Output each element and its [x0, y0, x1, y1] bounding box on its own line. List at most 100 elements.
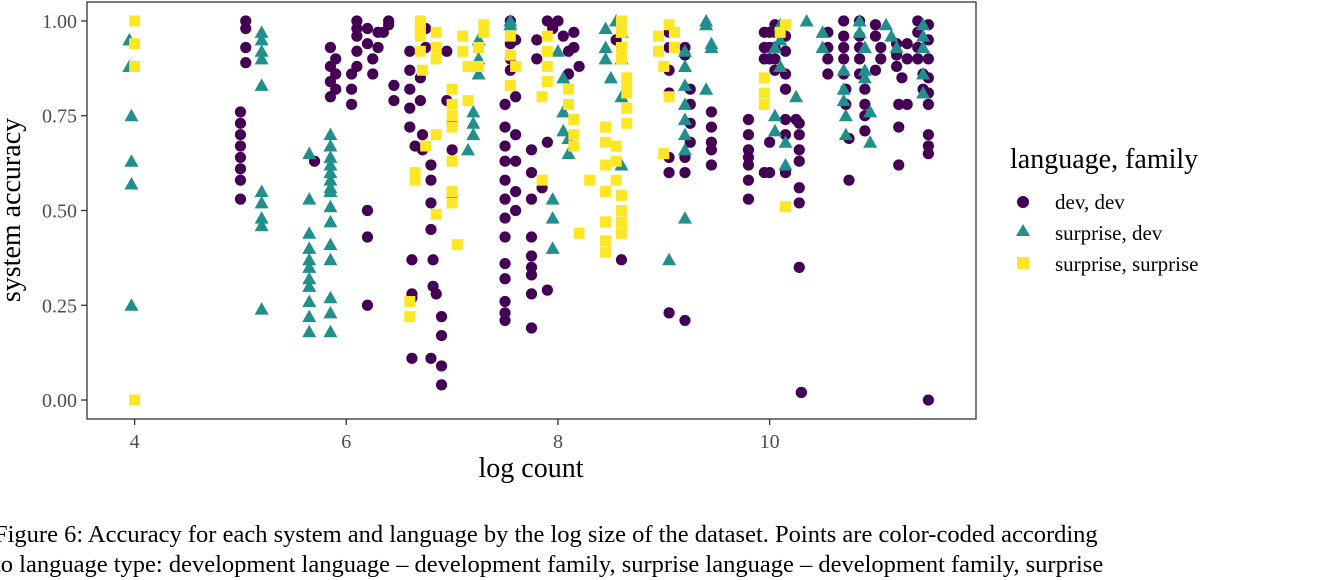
- data-point-square: [420, 140, 432, 152]
- data-point-square: [430, 41, 442, 53]
- data-point-circle: [859, 125, 871, 137]
- data-point-square: [409, 167, 421, 179]
- data-point-circle: [435, 379, 448, 391]
- data-point-square: [446, 186, 458, 198]
- data-point-square: [414, 23, 426, 35]
- data-point-circle: [499, 295, 511, 308]
- data-point-square: [573, 227, 585, 239]
- data-point-triangle: [916, 17, 931, 31]
- data-point-triangle: [677, 127, 692, 141]
- data-point-triangle: [836, 93, 851, 107]
- data-point-circle: [388, 94, 400, 107]
- data-point-circle: [234, 163, 247, 175]
- data-point-square: [621, 79, 633, 91]
- data-point-square: [563, 83, 575, 95]
- data-point-square: [446, 83, 458, 95]
- data-point-square: [615, 53, 627, 65]
- legend-key-dev-dev: [1017, 196, 1029, 208]
- data-point-circle: [240, 22, 252, 35]
- data-point-square: [404, 311, 416, 323]
- data-point-triangle: [302, 252, 317, 266]
- data-point-circle: [679, 166, 691, 179]
- data-point-square: [473, 41, 485, 53]
- data-point-triangle: [838, 108, 853, 122]
- data-point-square: [129, 60, 141, 72]
- data-point-circle: [912, 53, 924, 65]
- x-axis-title: log count: [479, 453, 584, 484]
- data-point-square: [610, 140, 622, 152]
- data-point-square: [615, 205, 627, 216]
- data-point-circle: [822, 68, 834, 80]
- data-point-circle: [404, 64, 416, 76]
- data-point-square: [621, 72, 633, 84]
- data-point-circle: [853, 53, 866, 65]
- data-point-circle: [705, 144, 718, 156]
- data-point-circle: [822, 53, 834, 65]
- data-point-triangle: [838, 127, 853, 141]
- data-point-circle: [404, 102, 416, 114]
- data-point-circle: [234, 140, 247, 152]
- x-tick-label: 10: [760, 431, 780, 453]
- y-tick-label: 0.00: [42, 390, 77, 412]
- data-point-triangle: [598, 51, 613, 65]
- data-point-square: [563, 98, 575, 110]
- data-point-circle: [793, 129, 805, 141]
- y-tick-label: 0.75: [42, 106, 77, 128]
- data-point-square: [504, 49, 516, 61]
- data-point-triangle: [545, 192, 560, 205]
- data-point-triangle: [323, 237, 338, 251]
- data-point-triangle: [124, 176, 139, 190]
- data-point-triangle: [884, 29, 899, 42]
- data-point-circle: [499, 273, 511, 285]
- data-point-triangle: [789, 89, 804, 103]
- data-point-circle: [427, 254, 439, 266]
- data-point-circle: [525, 166, 538, 179]
- x-axis: 4 6 8 10: [130, 419, 780, 453]
- data-point-circle: [901, 98, 913, 110]
- data-point-circle: [361, 299, 374, 311]
- data-point-triangle: [778, 158, 793, 171]
- data-point-circle: [769, 53, 781, 65]
- data-point-square: [446, 197, 458, 209]
- legend-title: language, family: [1010, 144, 1198, 175]
- data-point-square: [451, 239, 463, 251]
- data-point-circle: [793, 155, 805, 167]
- data-point-square: [414, 30, 426, 42]
- data-point-square: [541, 76, 553, 88]
- data-point-triangle: [767, 40, 782, 53]
- data-point-circle: [663, 307, 675, 319]
- data-point-square: [621, 87, 633, 99]
- data-point-circle: [361, 204, 374, 217]
- data-point-triangle: [778, 135, 793, 148]
- legend-label-dev-dev: dev, dev: [1055, 190, 1125, 214]
- data-point-square: [416, 64, 428, 76]
- data-point-square: [663, 19, 675, 31]
- data-point-triangle: [677, 211, 692, 224]
- data-point-triangle: [677, 44, 692, 57]
- data-point-triangle: [124, 108, 139, 122]
- data-point-triangle: [815, 40, 830, 53]
- data-point-circle: [234, 129, 247, 141]
- data-point-circle: [425, 197, 437, 209]
- data-point-square: [462, 95, 474, 107]
- data-point-circle: [557, 30, 569, 42]
- data-point-circle: [499, 193, 511, 205]
- data-point-triangle: [916, 85, 931, 99]
- data-point-triangle: [323, 165, 338, 179]
- data-point-circle: [324, 41, 337, 54]
- data-point-triangle: [254, 25, 269, 38]
- data-point-triangle: [916, 67, 931, 80]
- data-point-circle: [234, 151, 247, 164]
- data-point-square: [615, 216, 627, 228]
- data-point-triangle: [323, 184, 338, 198]
- data-point-circle: [779, 113, 792, 126]
- data-point-circle: [425, 352, 437, 364]
- data-point-circle: [779, 129, 792, 141]
- data-point-triangle: [254, 211, 269, 224]
- data-point-circle: [859, 98, 871, 110]
- data-point-circle: [406, 352, 418, 364]
- data-point-circle: [525, 322, 538, 334]
- data-point-triangle: [503, 17, 518, 31]
- data-point-circle: [893, 121, 905, 133]
- data-point-circle: [705, 106, 718, 118]
